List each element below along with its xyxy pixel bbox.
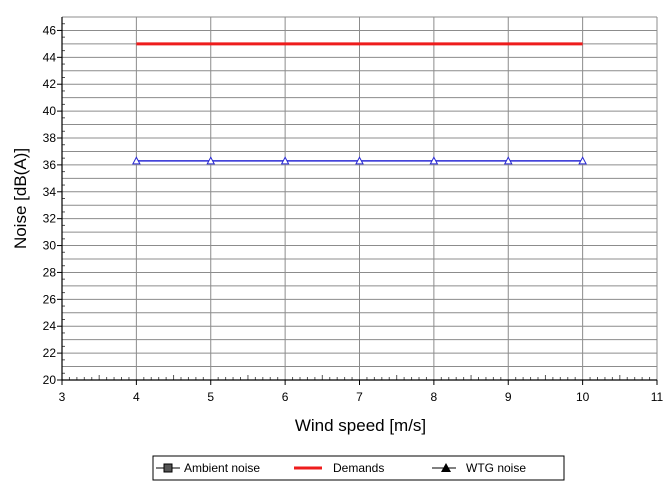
x-tick-labels: 3 4 5 6 7 8 9 10 11 <box>59 390 664 404</box>
legend-label-2: WTG noise <box>466 461 526 475</box>
y-tick-label-40: 40 <box>43 104 57 118</box>
y-tick-label-38: 38 <box>43 131 57 145</box>
y-tick-label-32: 32 <box>43 212 57 226</box>
x-tick-label-10: 10 <box>576 390 590 404</box>
x-tick-label-4: 4 <box>133 390 140 404</box>
y-tick-label-24: 24 <box>43 319 57 333</box>
x-tick-label-6: 6 <box>282 390 289 404</box>
y-tick-label-30: 30 <box>43 239 57 253</box>
wtg-noise-point <box>280 156 290 165</box>
legend-swatch-square-marker <box>163 463 173 473</box>
wtg-noise-point <box>578 156 587 165</box>
legend-label-1: Demands <box>333 461 384 475</box>
y-tick-labels: 20 22 24 26 28 30 32 34 36 38 40 42 44 46 <box>43 23 57 387</box>
legend-box <box>152 455 565 481</box>
x-tick-label-3: 3 <box>59 390 66 404</box>
wtg-noise-point <box>132 156 141 165</box>
y-tick-label-20: 20 <box>43 373 57 387</box>
y-tick-label-34: 34 <box>43 185 57 199</box>
axes <box>57 17 658 385</box>
wtg-noise-point <box>429 156 439 165</box>
wtg-noise-point <box>355 156 364 165</box>
y-tick-label-22: 22 <box>43 346 57 360</box>
x-tick-label-11: 11 <box>651 390 664 404</box>
legend: Ambient noise Demands WTG noise <box>152 455 565 481</box>
x-tick-label-7: 7 <box>356 390 363 404</box>
y-tick-label-36: 36 <box>43 158 57 172</box>
x-tick-label-9: 9 <box>505 390 512 404</box>
y-tick-label-26: 26 <box>43 292 57 306</box>
x-tick-label-8: 8 <box>431 390 438 404</box>
wtg-noise-point <box>503 156 513 165</box>
legend-swatch-triangle-marker <box>441 463 451 472</box>
y-axis-title: Noise [dB(A)] <box>11 148 30 249</box>
y-tick-label-46: 46 <box>43 23 57 37</box>
x-axis-title: Wind speed [m/s] <box>295 416 426 435</box>
x-tick-label-5: 5 <box>207 390 214 404</box>
wtg-noise-point <box>206 156 216 165</box>
grid <box>62 16 658 380</box>
series-layer <box>132 42 587 165</box>
y-tick-label-42: 42 <box>43 77 57 91</box>
y-tick-label-28: 28 <box>43 265 57 279</box>
legend-label-0: Ambient noise <box>184 461 260 475</box>
y-tick-label-44: 44 <box>43 50 57 64</box>
